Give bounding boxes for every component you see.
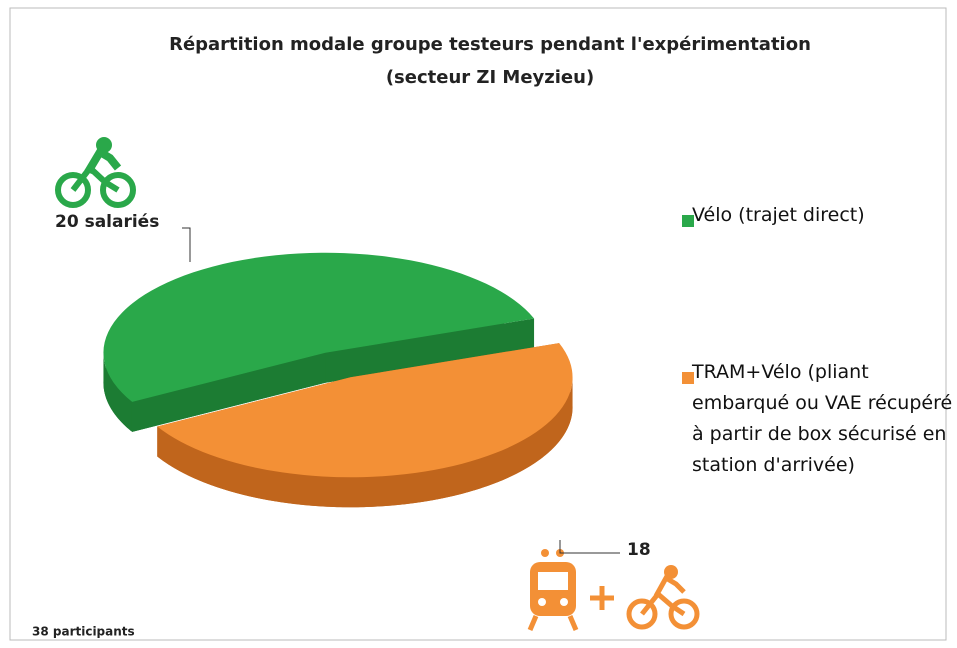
leader-line	[559, 540, 620, 554]
legend-swatch	[682, 372, 694, 384]
slice	[103, 252, 535, 402]
slice-wall	[103, 353, 132, 432]
bike-icon-orange	[626, 574, 700, 630]
data-label: 18	[627, 540, 651, 560]
tram-icon	[527, 549, 579, 631]
chart-title: Répartition modale groupe testeurs penda…	[169, 34, 811, 55]
slice-cut-face	[132, 352, 326, 432]
bike-icon	[55, 163, 136, 208]
slice-cut-face	[325, 318, 535, 383]
bike-icon-body	[84, 146, 122, 175]
bike-icon-head	[664, 565, 678, 579]
slice	[157, 343, 573, 508]
slice-wall	[157, 377, 573, 508]
chart-subtitle: (secteur ZI Meyzieu)	[386, 67, 594, 88]
data-label: 20 salariés	[55, 212, 159, 232]
leader-line	[182, 227, 191, 262]
plus-icon	[590, 586, 614, 610]
pie	[103, 252, 573, 508]
legend-entry: TRAM+Vélo (pliant embarqué ou VAE récupé…	[692, 361, 953, 476]
legend-swatch	[682, 215, 694, 227]
legend-entry: Vélo (trajet direct)	[692, 204, 865, 226]
slice	[103, 252, 535, 432]
annotation: 38 participants	[32, 625, 135, 639]
slice	[157, 343, 573, 478]
